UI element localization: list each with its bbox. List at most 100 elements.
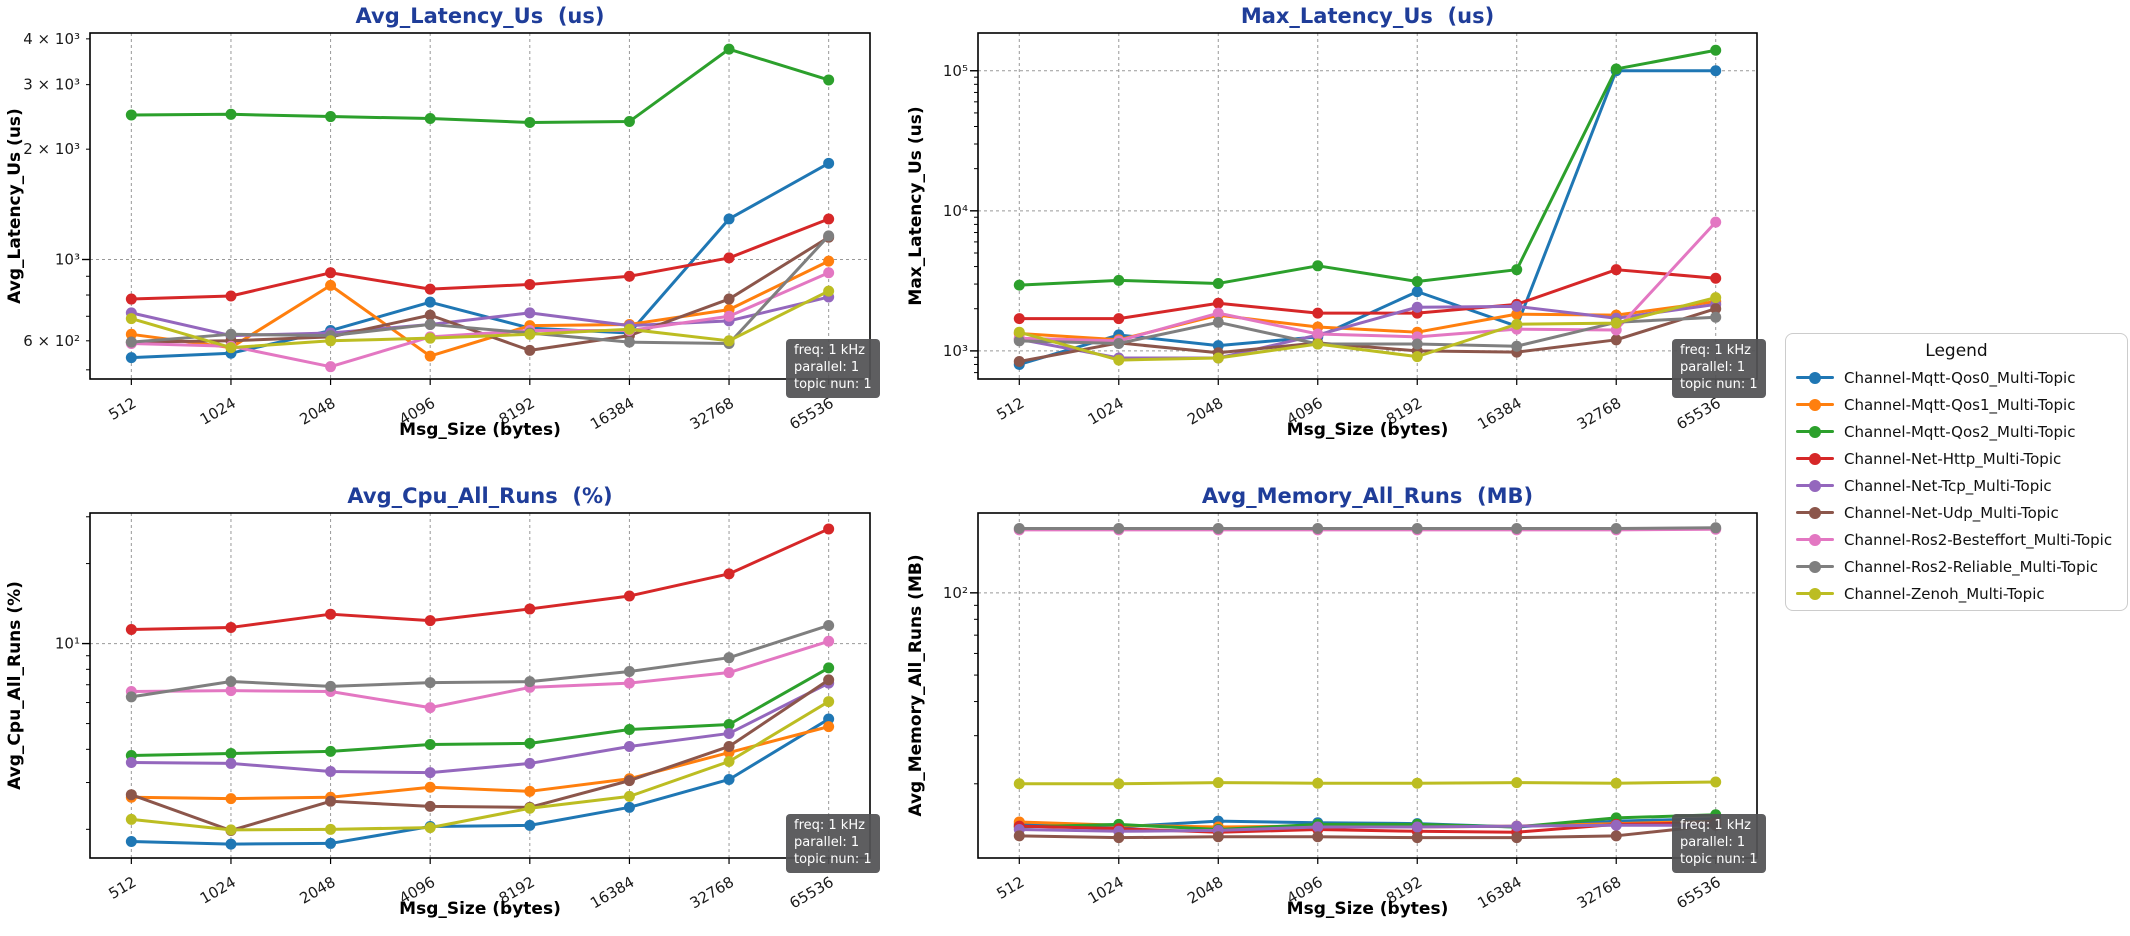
data-point bbox=[823, 230, 835, 242]
data-point bbox=[823, 157, 835, 169]
annotation-line: parallel: 1 bbox=[1680, 834, 1746, 850]
data-point bbox=[1411, 522, 1423, 534]
y-axis-label: Max_Latency_Us (us) bbox=[906, 106, 926, 305]
series-line bbox=[1019, 823, 1716, 833]
data-point bbox=[424, 309, 436, 321]
x-tick-label: 65536 bbox=[1673, 394, 1723, 433]
data-point bbox=[823, 74, 835, 86]
data-point bbox=[424, 739, 436, 751]
y-tick-label: 10² bbox=[943, 584, 968, 602]
data-point bbox=[1610, 317, 1622, 329]
data-point bbox=[524, 819, 536, 831]
x-tick-label: 512 bbox=[993, 394, 1027, 424]
data-point bbox=[424, 318, 436, 330]
data-point bbox=[524, 344, 536, 356]
legend-entry-label: Channel-Ros2-Reliable_Multi-Topic bbox=[1844, 557, 2099, 576]
legend-entry: Channel-Ros2-Reliable_Multi-Topic bbox=[1796, 553, 2117, 580]
data-point bbox=[125, 336, 137, 348]
legend-dot-icon bbox=[1809, 452, 1821, 465]
data-point bbox=[1411, 832, 1423, 844]
data-point bbox=[1113, 274, 1125, 286]
legend-line-marker-icon bbox=[1796, 452, 1834, 465]
x-tick-label: 2048 bbox=[1184, 873, 1226, 908]
series-line bbox=[131, 666, 830, 758]
data-point bbox=[723, 43, 735, 55]
data-point bbox=[325, 823, 337, 835]
data-point bbox=[723, 310, 735, 322]
legend-line-marker-icon bbox=[1796, 371, 1834, 384]
data-point bbox=[1312, 338, 1324, 350]
data-point bbox=[1411, 338, 1423, 350]
x-tick-label: 65536 bbox=[786, 394, 836, 433]
data-point bbox=[1511, 820, 1523, 832]
x-tick-label: 1024 bbox=[1085, 873, 1127, 908]
data-point bbox=[524, 737, 536, 749]
data-point bbox=[225, 685, 237, 697]
data-point bbox=[623, 336, 635, 348]
data-point bbox=[325, 837, 337, 849]
legend-line-marker-icon bbox=[1796, 425, 1834, 438]
data-point bbox=[1610, 830, 1622, 842]
legend-entry-label: Channel-Mqtt-Qos2_Multi-Topic bbox=[1844, 422, 2076, 441]
y-tick-label: 10³ bbox=[55, 251, 80, 269]
annotation-box: freq: 1 kHz parallel: 1 topic nun: 1 bbox=[786, 814, 880, 873]
annotation-line: parallel: 1 bbox=[794, 359, 860, 375]
data-point bbox=[623, 666, 635, 678]
data-point bbox=[723, 740, 735, 752]
legend-entry-label: Channel-Net-Udp_Multi-Topic bbox=[1844, 503, 2059, 522]
annotation-line: topic nun: 1 bbox=[794, 851, 872, 867]
data-point bbox=[424, 332, 436, 344]
data-point bbox=[823, 213, 835, 225]
data-point bbox=[424, 702, 436, 714]
legend-line-marker-icon bbox=[1796, 587, 1834, 600]
x-axis-label: Msg_Size (bytes) bbox=[399, 420, 561, 440]
data-point bbox=[325, 361, 337, 373]
data-point bbox=[125, 789, 137, 801]
data-point bbox=[225, 290, 237, 302]
data-point bbox=[723, 293, 735, 305]
data-point bbox=[723, 727, 735, 739]
series-line bbox=[131, 217, 830, 301]
series-line bbox=[1019, 48, 1716, 287]
chart-avg-latency: 6 × 10² 10³ 2 × 10³ 3 × 10³ 4 × 10³ 512 1024 20… bbox=[5, 4, 871, 440]
legend-entry-label: Channel-Mqtt-Qos0_Multi-Topic bbox=[1844, 368, 2076, 387]
data-point bbox=[325, 111, 337, 123]
data-point bbox=[623, 801, 635, 813]
data-point bbox=[623, 323, 635, 335]
data-point bbox=[1212, 777, 1224, 789]
x-axis-label: Msg_Size (bytes) bbox=[1287, 899, 1449, 919]
annotation-box: freq: 1 kHz parallel: 1 topic nun: 1 bbox=[786, 339, 880, 398]
x-tick-label: 2048 bbox=[1184, 394, 1226, 429]
data-point bbox=[125, 691, 137, 703]
data-point bbox=[1212, 316, 1224, 328]
y-tick-label: 3 × 10³ bbox=[23, 76, 80, 94]
legend-entry-label: Channel-Zenoh_Multi-Topic bbox=[1844, 584, 2045, 603]
data-point bbox=[1113, 522, 1125, 534]
data-point bbox=[1312, 831, 1324, 843]
series-line bbox=[131, 725, 830, 801]
data-point bbox=[1511, 308, 1523, 320]
data-point bbox=[225, 838, 237, 850]
data-point bbox=[325, 766, 337, 778]
data-point bbox=[623, 790, 635, 802]
legend-entry: Channel-Zenoh_Multi-Topic bbox=[1796, 580, 2117, 607]
data-point bbox=[325, 335, 337, 347]
legend-dot-icon bbox=[1809, 479, 1821, 492]
legend-entry-label: Channel-Net-Http_Multi-Topic bbox=[1844, 449, 2062, 468]
series-line bbox=[130, 678, 830, 832]
data-point bbox=[823, 674, 835, 686]
x-tick-label: 32768 bbox=[687, 873, 737, 912]
data-point bbox=[1013, 313, 1025, 325]
legend-line-marker-icon bbox=[1796, 479, 1834, 492]
x-tick-label: 1024 bbox=[1085, 394, 1127, 429]
series-line bbox=[1018, 296, 1717, 362]
x-tick-label: 32768 bbox=[687, 394, 737, 433]
data-point bbox=[1610, 522, 1622, 534]
x-tick-label: 1024 bbox=[197, 394, 239, 429]
data-point bbox=[1411, 286, 1423, 298]
data-point bbox=[1610, 334, 1622, 346]
x-tick-label: 32768 bbox=[1574, 394, 1624, 433]
data-point bbox=[1511, 777, 1523, 789]
y-axis-label: Avg_Cpu_All_Runs (%) bbox=[5, 581, 25, 790]
x-tick-label: 65536 bbox=[1673, 873, 1723, 912]
